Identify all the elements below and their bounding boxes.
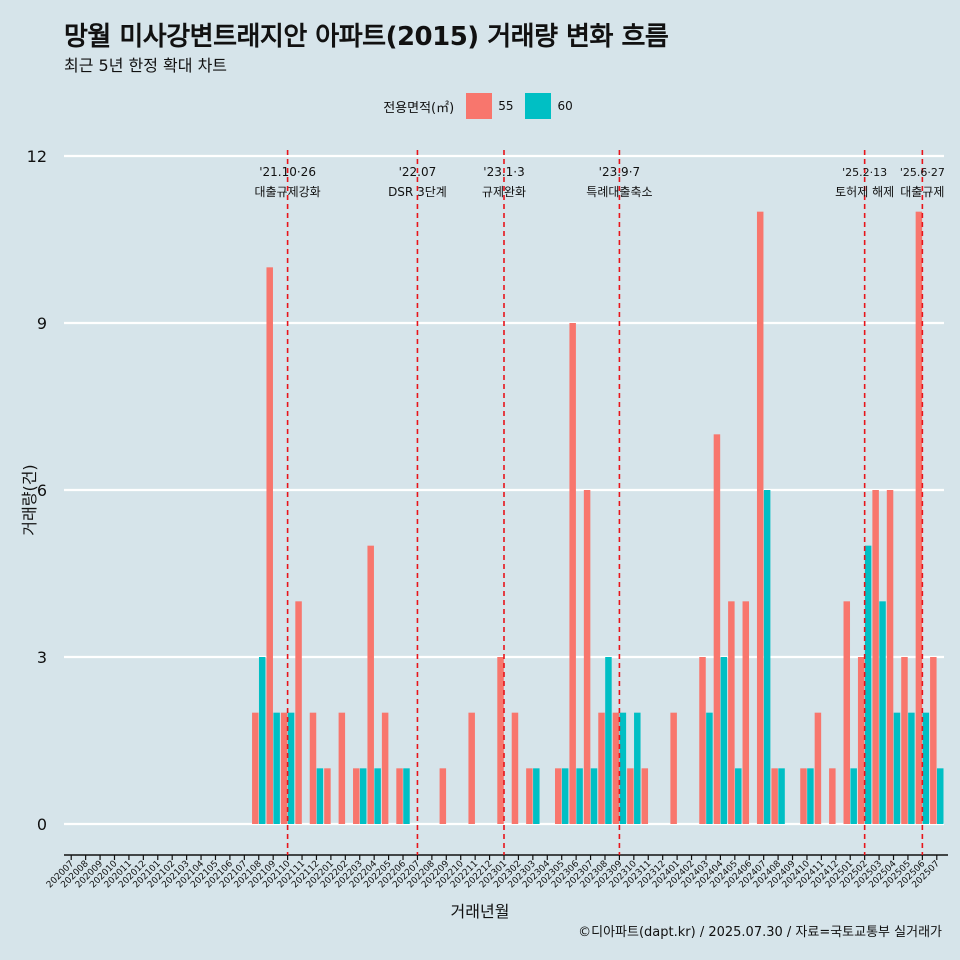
bar-55-202412 (829, 768, 836, 824)
bar-55-202202 (338, 712, 346, 824)
y-tick-label-9: 9 (37, 314, 47, 333)
bar-60-202110 (287, 712, 295, 824)
bar-60-202405 (735, 768, 742, 824)
bar-55-202503 (872, 490, 879, 824)
bar-55-202303 (526, 768, 533, 824)
bar-55-202301 (497, 657, 504, 824)
bar-60-202203 (359, 768, 367, 824)
event-date-202207: '22.07 (399, 165, 437, 179)
bar-55-202401 (670, 712, 677, 824)
legend-swatch-60 (525, 93, 552, 119)
bar-55-202504 (886, 490, 894, 824)
bar-55-202405 (728, 601, 735, 824)
event-label-202110: 대출규제강화 (254, 185, 320, 199)
bar-60-202109 (273, 712, 280, 824)
bar-60-202407 (763, 490, 771, 824)
bar-60-202501 (850, 768, 857, 824)
event-label-202502: 토허제 해제 (835, 185, 894, 199)
y-tick-label-6: 6 (37, 481, 47, 500)
event-date-202502: '25.2·13 (842, 166, 887, 179)
chart-title: 망월 미사강변트래지안 아파트(2015) 거래량 변화 흐름 (64, 22, 669, 52)
y-tick-label-0: 0 (37, 815, 47, 834)
y-tick-label-3: 3 (37, 648, 47, 667)
bar-55-202506 (915, 211, 923, 824)
event-label-202309: 특례대출축소 (586, 185, 652, 199)
bar-55-202404 (713, 434, 721, 824)
bar-60-202404 (720, 657, 728, 824)
legend: 전용면적(㎡) 55 60 (0, 93, 960, 119)
legend-label-55: 55 (498, 99, 514, 113)
bar-60-202310 (634, 712, 641, 824)
event-date-202506: '25.6·27 (900, 166, 945, 179)
bar-55-202305 (554, 768, 562, 824)
legend-swatch-55 (466, 93, 493, 119)
bar-55-202308 (598, 712, 605, 824)
bar-55-202408 (771, 768, 778, 824)
bar-60-202502 (864, 545, 872, 824)
bar-60-202506 (922, 712, 930, 824)
bar-55-202108 (252, 712, 259, 824)
bar-55-202109 (266, 267, 273, 824)
bar-55-202204 (367, 545, 374, 824)
bar-55-202501 (843, 601, 851, 824)
bar-60-202505 (908, 712, 915, 824)
bar-55-202505 (901, 657, 908, 824)
bar-60-202403 (706, 712, 713, 824)
bar-55-202310 (627, 768, 634, 824)
bar-55-202112 (309, 712, 317, 824)
bar-55-202211 (468, 712, 475, 824)
event-label-202506: 대출규제 (900, 185, 944, 199)
bar-55-202502 (857, 657, 865, 824)
bar-55-202507 (930, 657, 937, 824)
bar-55-202205 (381, 712, 389, 824)
bar-55-202309 (612, 712, 620, 824)
bar-60-202503 (879, 601, 886, 824)
bar-60-202305 (561, 768, 569, 824)
bar-60-202303 (533, 768, 540, 824)
bar-55-202406 (742, 601, 750, 824)
bar-55-202206 (396, 768, 403, 824)
event-date-202110: '21.10·26 (259, 165, 316, 179)
bar-55-202411 (814, 712, 822, 824)
event-label-202301: 규제완화 (482, 185, 526, 199)
y-tick-label-12: 12 (27, 147, 47, 166)
legend-label-60: 60 (557, 99, 573, 113)
legend-item-60: 60 (525, 93, 573, 119)
bar-60-202307 (590, 768, 598, 824)
source-caption: ©디아파트(dapt.kr) / 2025.07.30 / 자료=국토교통부 실… (578, 925, 942, 940)
bar-60-202204 (374, 768, 381, 824)
bar-60-202507 (937, 768, 944, 824)
bar-60-202308 (605, 657, 612, 824)
event-date-202309: '23.9·7 (599, 165, 640, 179)
event-date-202301: '23.1·3 (483, 165, 524, 179)
bar-55-202307 (583, 490, 591, 824)
chart-subtitle: 최근 5년 한정 확대 차트 (64, 56, 228, 75)
bar-55-202302 (511, 712, 519, 824)
bar-60-202504 (893, 712, 901, 824)
legend-item-55: 55 (466, 93, 513, 119)
bar-55-202407 (756, 211, 764, 824)
bar-55-202311 (641, 768, 649, 824)
y-axis-label: 거래량(건) (20, 464, 39, 536)
bar-60-202206 (403, 768, 410, 824)
bar-55-202410 (800, 768, 807, 824)
bar-55-202403 (699, 657, 706, 824)
bar-55-202110 (280, 712, 288, 824)
bar-55-202306 (569, 323, 576, 824)
bar-55-202203 (353, 768, 360, 824)
bar-60-202408 (778, 768, 785, 824)
bar-55-202201 (324, 768, 331, 824)
legend-title: 전용면적(㎡) (383, 100, 455, 116)
bar-60-202306 (576, 768, 583, 824)
bar-60-202309 (619, 712, 627, 824)
bar-60-202108 (258, 657, 266, 824)
x-axis-label: 거래년월 (450, 902, 510, 921)
bar-55-202111 (295, 601, 302, 824)
bar-60-202410 (807, 768, 814, 824)
bar-55-202209 (439, 768, 447, 824)
event-label-202207: DSR 3단계 (388, 185, 447, 199)
bar-60-202112 (316, 768, 324, 824)
